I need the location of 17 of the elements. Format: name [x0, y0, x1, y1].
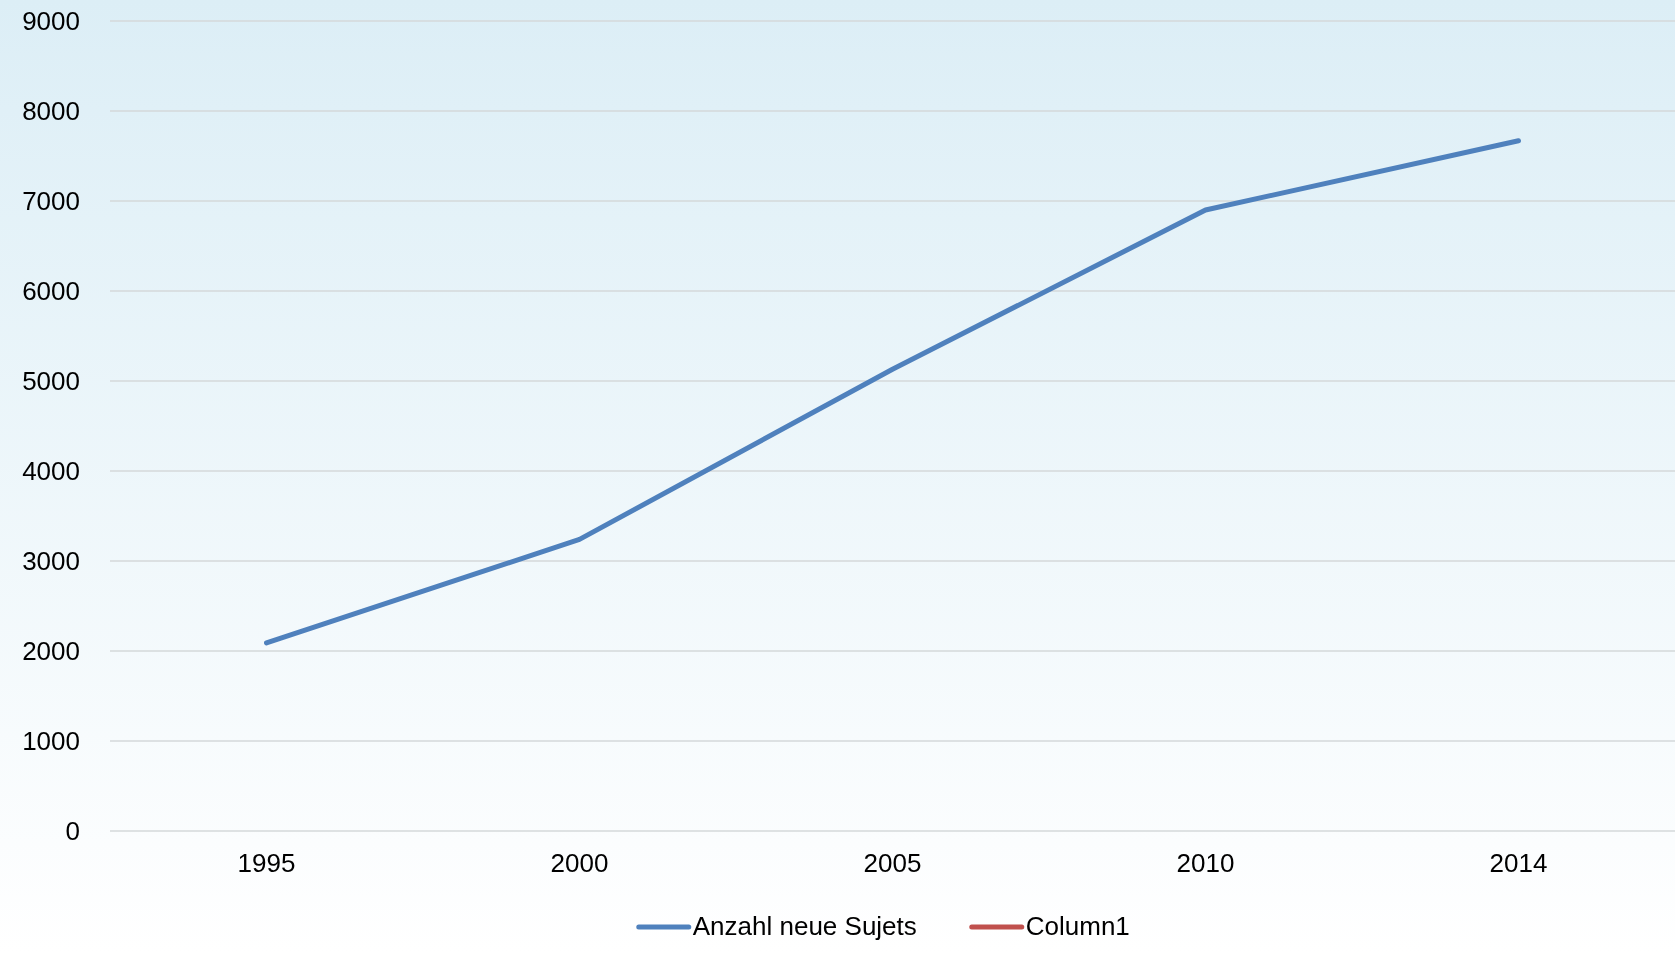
- legend-label: Anzahl neue Sujets: [692, 911, 917, 941]
- y-tick-label: 3000: [22, 546, 80, 577]
- y-tick-label: 5000: [22, 366, 80, 397]
- x-tick-label: 1995: [237, 848, 296, 878]
- y-tick-label: 2000: [22, 636, 80, 667]
- y-tick-label: 0: [65, 816, 80, 847]
- y-tick-label: 7000: [22, 186, 80, 217]
- y-tick-label: 8000: [22, 96, 80, 127]
- y-tick-label: 6000: [22, 276, 80, 307]
- x-tick-label: 2000: [550, 848, 609, 878]
- legend-label: Column1: [1025, 911, 1130, 941]
- x-tick-label: 2010: [1176, 848, 1235, 878]
- x-tick-label: 2014: [1489, 848, 1548, 878]
- y-tick-label: 4000: [22, 456, 80, 487]
- y-tick-label: 9000: [22, 6, 80, 37]
- x-tick-label: 2005: [863, 848, 922, 878]
- y-tick-label: 1000: [22, 726, 80, 757]
